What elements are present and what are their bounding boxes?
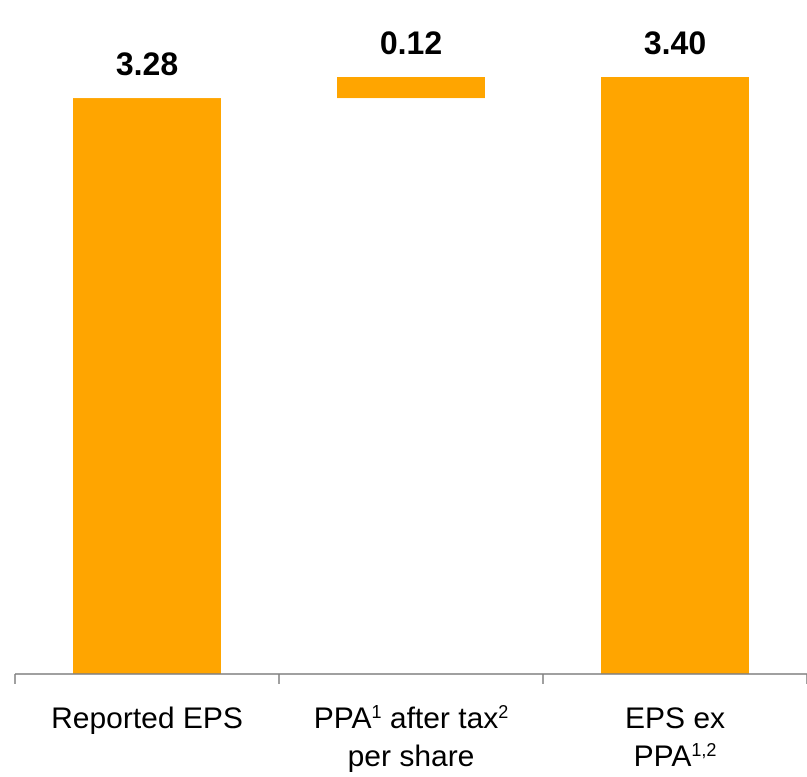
- value-label-3: 3.40: [644, 25, 706, 61]
- category-labels-group: Reported EPS PPA1 after tax2 per share EPS …: [51, 702, 725, 773]
- value-label-2: 0.12: [380, 25, 442, 61]
- category-label-3: EPS ex: [625, 702, 725, 735]
- category-label-1: Reported EPS: [51, 702, 243, 735]
- bar-3: [601, 77, 749, 674]
- x-axis: [14, 673, 807, 684]
- bars-group: [73, 77, 749, 675]
- category-label-2: per share: [348, 740, 475, 773]
- value-labels-group: 3.28 0.12 3.40: [116, 25, 706, 82]
- category-label-2: PPA1 after tax2: [314, 702, 509, 735]
- bar-2: [337, 77, 485, 99]
- value-label-1: 3.28: [116, 46, 178, 82]
- category-label-3: PPA1,2: [634, 740, 717, 773]
- bar-1: [73, 98, 221, 675]
